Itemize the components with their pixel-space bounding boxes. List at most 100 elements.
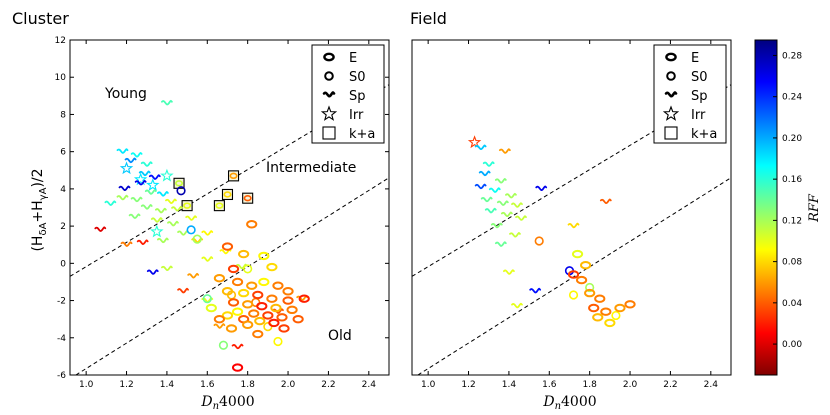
cluster-point-e [213,314,226,324]
cluster-point-s0 [192,234,202,244]
cluster-x-tick-label: 2.4 [362,380,377,390]
cluster-point-sp [161,99,173,106]
cluster-point-e [246,220,258,229]
colorbar-tick-label: 0.20 [782,134,802,144]
cluster-y-tick-label: 6 [60,148,66,158]
field-legend-label: Sp [691,89,708,104]
cluster-panel: Cluster 1.0 1.2 1.4 1.6 1.8 2.0 2.2 2.4 -6 -4 -2 0 2… [12,9,390,412]
cluster-x-tick-label: 1.0 [79,380,94,390]
cluster-x-tick-label: 1.2 [119,380,133,390]
colorbar: 0.00 0.04 0.08 0.12 0.16 0.20 0.24 0.28 RFF [754,39,822,376]
cluster-point-e [213,274,226,283]
cluster-point-e [262,311,274,320]
cluster-point-e [221,311,234,320]
cluster-point-s0 [273,336,283,347]
cluster-y-tick-label: 10 [55,73,67,83]
colorbar-tick-label: 0.04 [782,299,802,309]
cluster-point-sp [201,230,214,236]
cluster-legend: E S0 Sp Irr k+a [311,44,385,144]
cluster-point-e [242,300,254,309]
cluster-ticks: 1.0 1.2 1.4 1.6 1.8 2.0 2.2 2.4 -6 -4 -2 0 2 4 6 8 10 12 [55,36,389,390]
cluster-point-s0 [218,340,229,350]
cluster-y-tick-label: -4 [57,334,66,344]
cluster-point-sp [124,157,137,164]
cluster-divider-intermediate-old [74,177,389,375]
field-x-tick-label: 1.4 [502,380,517,390]
field-point-sp [478,170,491,177]
field-title: Field [410,9,447,28]
cluster-point-sp [146,269,159,275]
cluster-point-e [227,298,240,307]
colorbar-tick-label: 0.16 [782,175,802,185]
cluster-point-sp [140,204,153,210]
region-label-old: Old [328,328,352,344]
cluster-point-sp [156,237,169,244]
cluster-point-e [227,264,240,274]
cluster-point-sp [140,161,153,167]
cluster-legend-marker-ka [322,126,336,140]
field-point-e [588,303,600,313]
cluster-y-axis-label: (HδA+HγA)/2 [30,168,49,251]
cluster-y-tick-label: 2 [60,222,66,232]
cluster-point-e [282,296,294,305]
field-legend-label: E [691,51,699,66]
cluster-point-e [254,316,266,326]
field-point-e [592,313,604,322]
field-x-tick-label: 2.2 [663,380,677,390]
cluster-point-e [258,277,270,287]
cluster-point-sp [231,343,244,350]
cluster-point-ka [242,192,254,204]
field-point-sp [529,287,542,294]
cluster-point-sp [116,194,129,201]
cluster-point-s0 [186,225,196,235]
cluster-point-irr [160,168,174,182]
cluster-point-sp [130,196,143,203]
cluster-point-sp [167,220,179,227]
colorbar-tick-label: 0.28 [782,51,802,61]
cluster-point-irr [146,178,160,191]
cluster-point-s0 [176,186,186,196]
field-legend-label: S0 [691,70,708,85]
cluster-point-ka [227,170,240,182]
cluster-point-e [231,277,244,287]
field-axes-frame [411,39,732,376]
cluster-point-sp [120,241,133,247]
cluster-point-e [266,294,278,303]
cluster-y-tick-label: 4 [60,185,66,195]
cluster-point-sp [148,174,161,180]
cluster-y-tick-label: 12 [55,36,66,46]
cluster-point-e [225,324,238,333]
field-x-tick-label: 1.0 [421,380,436,390]
field-point-sp [490,222,503,229]
field-point-e [567,270,580,279]
cluster-point-e [276,313,288,322]
cluster-point-e [242,320,254,329]
cluster-y-tick-label: 8 [60,110,66,120]
cluster-point-sp [144,189,157,195]
region-label-young: Young [104,86,147,102]
field-x-axis-label: Dn4000 [542,394,596,412]
field-panel: Field 1.0 1.2 1.4 1.6 1.8 2.0 2.2 2.4 E S0 Sp Irr k… [410,9,732,412]
field-point-sp [484,207,497,214]
cluster-point-sp [154,207,167,214]
field-x-tick-label: 1.6 [542,380,557,390]
cluster-point-e [298,294,310,303]
field-point-sp [511,302,523,309]
field-point-e [600,307,612,316]
cluster-point-e [231,363,244,372]
cluster-point-sp [128,213,141,219]
field-legend-label: Irr [691,108,706,123]
field-point-sp [480,196,493,203]
field-point-irr [467,135,482,149]
colorbar-tick-label: 0.00 [782,340,802,350]
cluster-point-s0 [243,264,253,274]
field-point-sp [474,183,487,190]
cluster-legend-label: E [349,51,357,66]
field-legend-label: k+a [691,127,717,142]
field-point-sp [511,202,523,208]
field-point-e [624,300,636,309]
cluster-point-e [258,251,270,261]
field-point-sp [496,200,509,206]
cluster-point-sp [134,179,147,186]
field-point-sp [482,161,495,167]
